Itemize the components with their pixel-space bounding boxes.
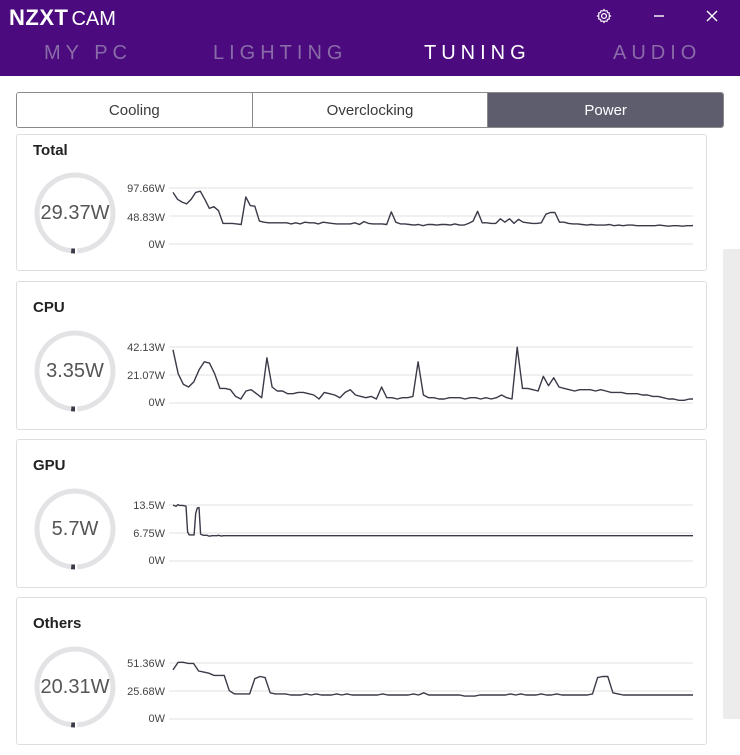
gauge-value: 20.31W: [40, 675, 110, 698]
power-line-chart: [169, 187, 693, 245]
settings-button[interactable]: [591, 4, 617, 28]
card-title: Others: [33, 615, 82, 632]
close-button[interactable]: [699, 4, 725, 28]
tab-overclocking[interactable]: Overclocking: [252, 93, 489, 127]
logo-main: NZXT: [9, 5, 69, 30]
tab-power[interactable]: Power: [488, 93, 723, 127]
minimize-icon: [654, 15, 664, 17]
power-line-chart: [169, 661, 693, 720]
power-series-line: [172, 190, 693, 227]
power-line-chart: [169, 503, 693, 562]
close-icon: [706, 10, 718, 22]
gauge-track: [34, 488, 116, 570]
y-label-max: 42.13W: [127, 342, 165, 354]
nav-tuning[interactable]: TUNING: [424, 42, 531, 64]
gauge-value: 29.37W: [40, 201, 110, 224]
gauge-track: [34, 330, 116, 412]
gauge-track: [34, 646, 116, 728]
power-card-cpu: CPU 3.35W 42.13W 21.07W 0W: [16, 281, 707, 430]
tab-cooling[interactable]: Cooling: [17, 93, 253, 127]
gear-icon: [596, 8, 612, 24]
power-series-line: [172, 503, 693, 537]
y-label-min: 0W: [148, 555, 166, 567]
power-gauge: 5.7W: [33, 487, 117, 571]
power-gauge: 3.35W: [33, 329, 117, 413]
power-card-gpu: GPU 5.7W 13.5W 6.75W 0W: [16, 439, 707, 588]
app-logo: NZXT CAM: [9, 5, 116, 30]
power-card-total: Total 29.37W 97.66W 48.83W 0W: [16, 134, 707, 271]
gauge-track: [34, 172, 116, 254]
nav-my-pc[interactable]: MY PC: [44, 42, 132, 64]
main-nav: MY PC LIGHTING TUNING AUDIO: [0, 40, 740, 70]
title-bar: NZXT CAM MY PC LIGHTING TUNING AUDIO: [0, 0, 740, 76]
power-series-line: [172, 661, 693, 697]
gauge-value: 3.35W: [46, 359, 104, 382]
y-label-mid: 25.68W: [127, 686, 165, 698]
card-title: CPU: [33, 299, 65, 316]
power-card-others: Others 20.31W 51.36W 25.68W 0W: [16, 597, 707, 745]
power-gauge: 20.31W: [33, 645, 117, 729]
logo-sub: CAM: [71, 8, 116, 30]
y-label-max: 97.66W: [127, 183, 165, 195]
card-title: GPU: [33, 457, 66, 474]
power-gauge: 29.37W: [33, 171, 117, 255]
gauge-value: 5.7W: [51, 517, 99, 540]
tuning-subtabs: Cooling Overclocking Power: [16, 92, 724, 128]
y-label-mid: 48.83W: [127, 212, 165, 224]
card-title: Total: [33, 142, 68, 159]
y-label-min: 0W: [148, 239, 166, 251]
y-label-min: 0W: [148, 713, 166, 725]
power-series-line: [172, 346, 693, 402]
y-label-max: 51.36W: [127, 658, 165, 670]
minimize-button[interactable]: [646, 4, 672, 28]
y-label-min: 0W: [148, 397, 166, 409]
y-label-mid: 21.07W: [127, 370, 165, 382]
power-line-chart: [169, 346, 693, 404]
scrollbar[interactable]: [723, 249, 740, 719]
nav-audio[interactable]: AUDIO: [613, 42, 702, 64]
y-label-mid: 6.75W: [133, 528, 165, 540]
nav-lighting[interactable]: LIGHTING: [213, 42, 348, 64]
y-label-max: 13.5W: [133, 500, 165, 512]
